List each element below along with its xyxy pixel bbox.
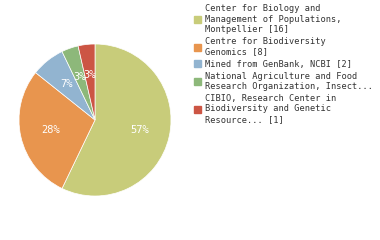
Wedge shape	[62, 44, 171, 196]
Text: 3%: 3%	[84, 70, 96, 80]
Wedge shape	[78, 44, 95, 120]
Wedge shape	[19, 73, 95, 188]
Wedge shape	[62, 46, 95, 120]
Wedge shape	[36, 52, 95, 120]
Text: 7%: 7%	[60, 79, 73, 89]
Text: 28%: 28%	[41, 125, 60, 135]
Text: 3%: 3%	[74, 72, 86, 82]
Text: 57%: 57%	[130, 125, 149, 135]
Legend: Center for Biology and
Management of Populations,
Montpellier [16], Centre for B: Center for Biology and Management of Pop…	[194, 4, 380, 124]
